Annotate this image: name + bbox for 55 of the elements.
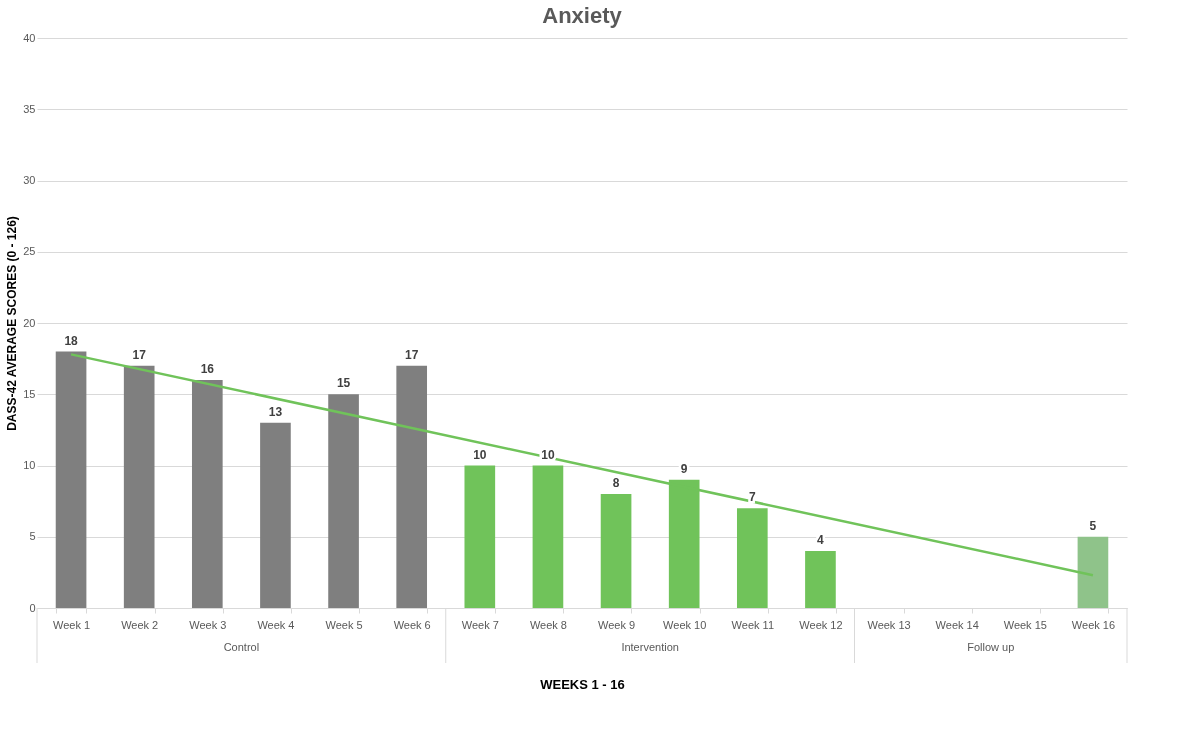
data-label: 15 bbox=[336, 376, 351, 391]
data-label: 7 bbox=[748, 490, 756, 505]
x-tick-label: Week 9 bbox=[598, 618, 636, 631]
bar bbox=[532, 465, 564, 608]
y-tick-label: 35 bbox=[23, 102, 36, 115]
data-label: 18 bbox=[64, 333, 79, 348]
bar bbox=[55, 351, 87, 608]
x-tick-label: Week 14 bbox=[935, 618, 979, 631]
data-label: 10 bbox=[473, 447, 487, 462]
bar bbox=[736, 508, 768, 608]
y-tick-label: 40 bbox=[23, 31, 36, 44]
x-tick-label: Week 2 bbox=[121, 618, 159, 631]
text: Control bbox=[223, 641, 260, 653]
data-label: 16 bbox=[200, 362, 215, 376]
x-tick-label: Week 10 bbox=[663, 618, 707, 631]
x-tick-label: Week 16 bbox=[1071, 618, 1116, 631]
bar bbox=[328, 394, 359, 608]
x-tick-label: Week 5 bbox=[325, 618, 363, 631]
y-axis-title: DASS-42 AVERAGE SCORES (0 - 126) bbox=[5, 216, 20, 431]
x-tick-label: Week 15 bbox=[1003, 618, 1047, 631]
x-tick-label: Week 4 bbox=[257, 618, 295, 631]
text: Intervention bbox=[621, 641, 679, 653]
data-label: 9 bbox=[680, 461, 688, 476]
x-tick-label: Week 1 bbox=[53, 618, 91, 631]
y-tick-label: 5 bbox=[29, 530, 36, 543]
x-tick-label: Week 8 bbox=[529, 618, 567, 631]
data-label: 5 bbox=[1089, 518, 1097, 533]
bar bbox=[191, 380, 223, 608]
data-label: 8 bbox=[612, 476, 620, 490]
data-label: 4 bbox=[817, 533, 825, 547]
y-tick-label: 10 bbox=[23, 459, 36, 471]
bar bbox=[123, 365, 155, 608]
x-tick-label: Week 12 bbox=[799, 618, 843, 631]
bar bbox=[805, 551, 836, 608]
y-tick-label: 30 bbox=[23, 174, 36, 186]
y-tick-label: 25 bbox=[23, 245, 36, 258]
y-tick-label: 15 bbox=[23, 387, 36, 400]
x-tick-label: Week 6 bbox=[393, 618, 431, 631]
x-axis-title: WEEKS 1 - 16 bbox=[540, 676, 625, 692]
data-label: 13 bbox=[268, 404, 283, 419]
bar bbox=[1077, 536, 1109, 608]
x-tick-label: Week 7 bbox=[461, 618, 499, 631]
x-tick-label: Week 13 bbox=[867, 618, 911, 631]
bar bbox=[260, 422, 291, 608]
data-label: 17 bbox=[132, 347, 147, 362]
data-label: 17 bbox=[405, 347, 419, 362]
x-tick-label: Week 3 bbox=[189, 618, 227, 631]
bar bbox=[600, 494, 632, 608]
text: Follow up bbox=[967, 641, 1015, 653]
y-tick-label: 0 bbox=[29, 601, 36, 614]
chart-title: Anxiety bbox=[542, 3, 623, 28]
bar bbox=[464, 465, 496, 608]
bar bbox=[396, 365, 428, 608]
y-tick-label: 20 bbox=[23, 316, 36, 329]
x-tick-label: Week 11 bbox=[731, 618, 775, 631]
